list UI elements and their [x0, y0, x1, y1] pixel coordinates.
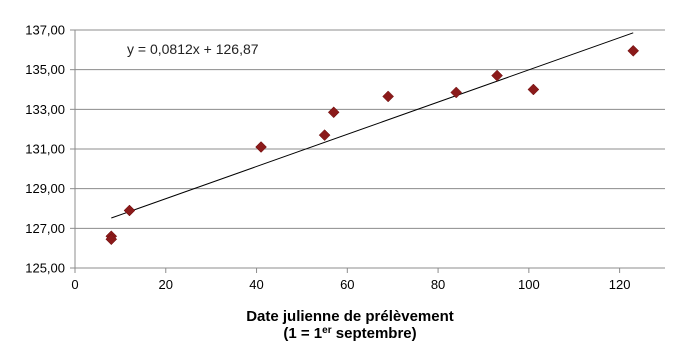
x-axis-title: Date julienne de prélèvement (1 = 1er se… — [200, 308, 500, 342]
y-tick-label: 125,00 — [25, 261, 65, 276]
x-axis-title-prefix: (1 = 1 — [283, 325, 323, 342]
data-point-marker — [382, 90, 395, 103]
y-tick-label: 129,00 — [25, 181, 65, 196]
x-tick-label: 120 — [609, 277, 631, 292]
gridlines — [75, 29, 665, 229]
data-point-marker — [105, 233, 118, 246]
trendline — [111, 32, 634, 219]
data-points — [105, 44, 640, 246]
data-point-marker — [327, 106, 340, 119]
y-tick-label: 127,00 — [25, 221, 65, 236]
y-tick-label: 133,00 — [25, 102, 65, 117]
data-point-marker — [491, 69, 503, 82]
y-tick-label: 135,00 — [25, 62, 65, 77]
x-tick-label: 80 — [431, 277, 445, 292]
axes — [70, 29, 665, 273]
y-tick-labels: 125,00 127,00 129,00 131,00 133,00 135,00 137,… — [25, 23, 65, 276]
data-point-marker — [318, 129, 331, 141]
data-point-marker — [123, 204, 136, 217]
x-tick-label: 0 — [71, 277, 78, 292]
x-axis-title-sup: er — [322, 325, 332, 336]
y-tick-label: 137,00 — [25, 23, 65, 38]
data-point-marker — [450, 86, 463, 99]
x-tick-label: 100 — [518, 277, 540, 292]
x-axis-title-line1: Date julienne de prélèvement — [246, 308, 454, 325]
data-point-marker — [627, 44, 640, 57]
trendline-equation: y = 0,0812x + 126,87 — [127, 41, 259, 57]
x-axis-title-suffix: septembre) — [331, 325, 417, 342]
y-tick-label: 131,00 — [25, 142, 65, 157]
x-tick-label: 60 — [340, 277, 354, 292]
data-point-marker — [255, 141, 267, 153]
x-tick-label: 40 — [249, 277, 263, 292]
x-tick-label: 20 — [159, 277, 173, 292]
x-tick-labels: 0 20 40 60 80 100 120 — [71, 277, 630, 292]
x-axis-title-line2: (1 = 1er septembre) — [200, 325, 500, 342]
data-point-marker — [527, 83, 540, 96]
